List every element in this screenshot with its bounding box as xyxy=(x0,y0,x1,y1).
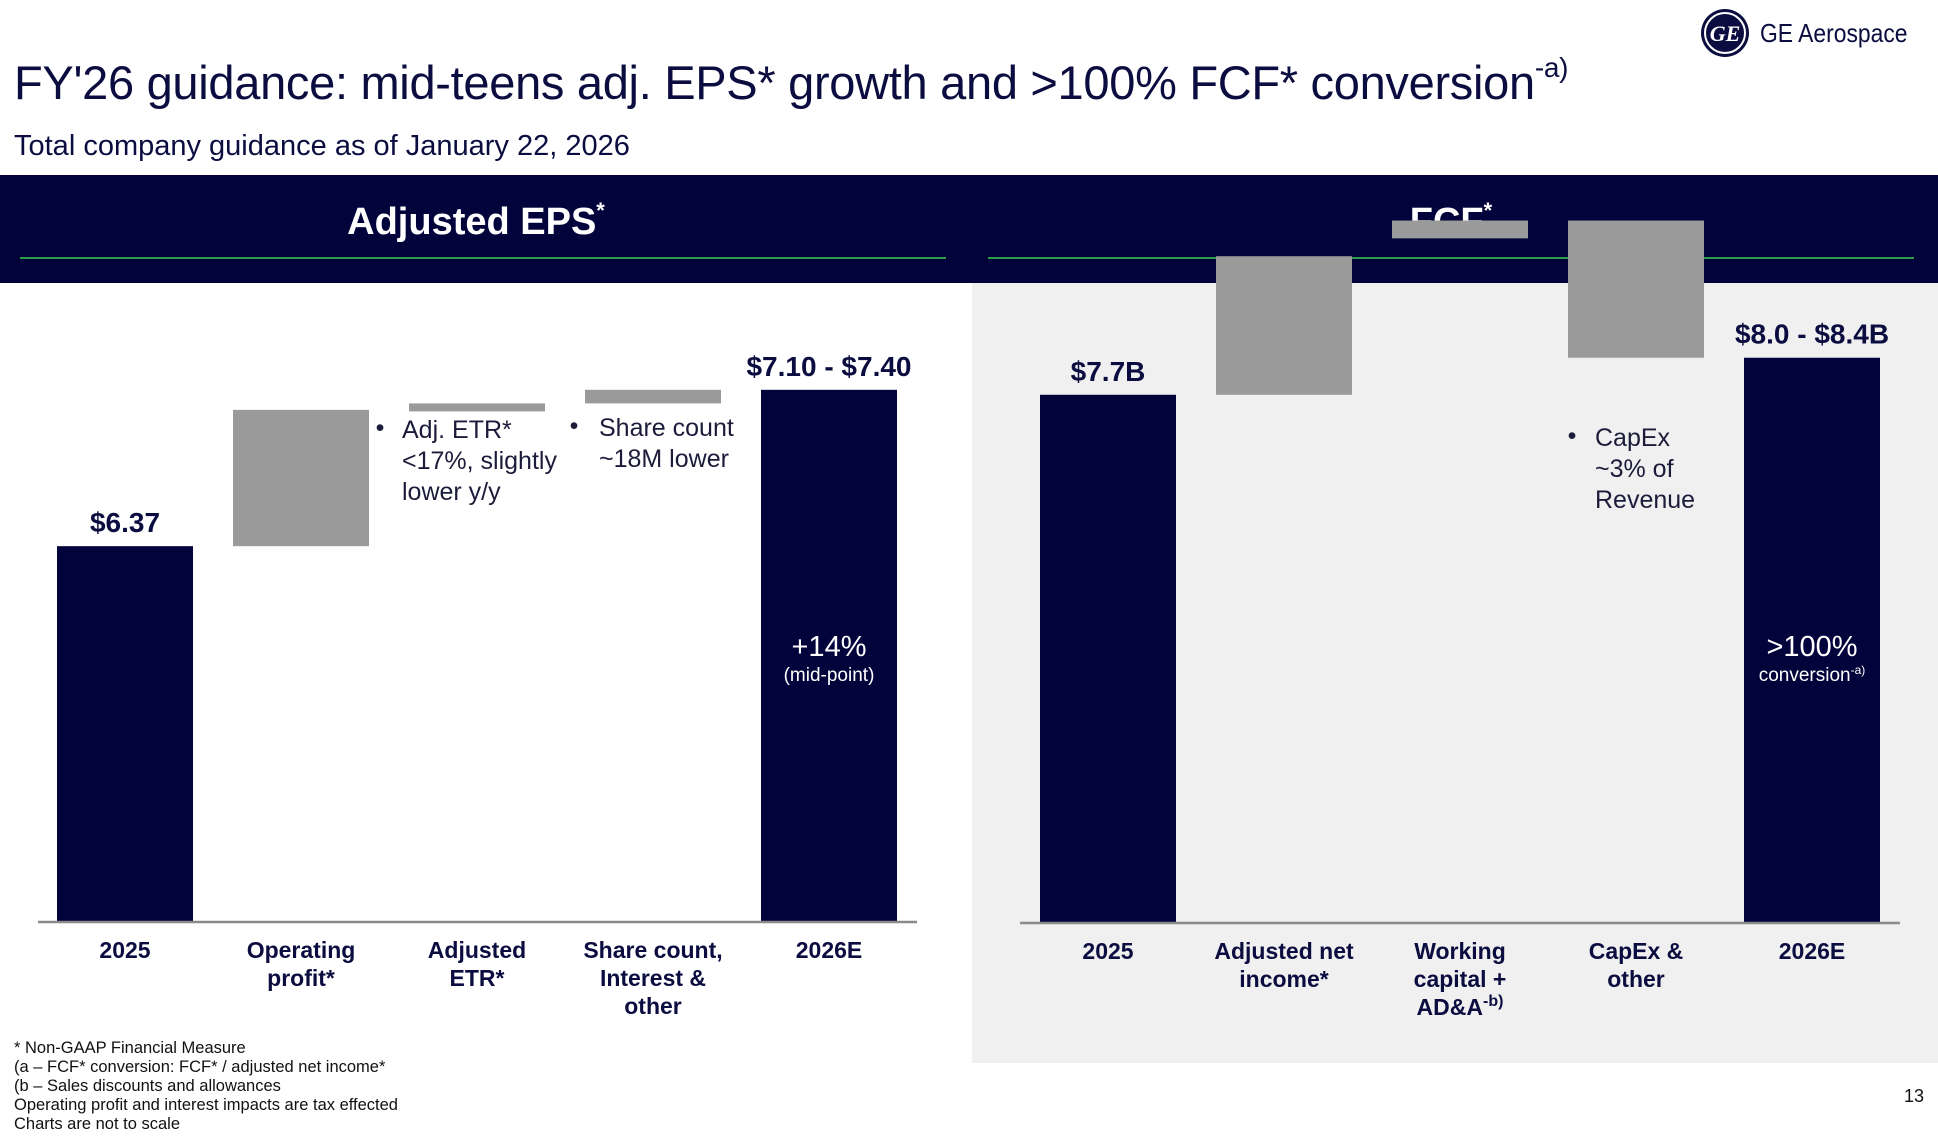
delta-bar xyxy=(409,403,545,412)
in-bar-sup: -a) xyxy=(1851,663,1866,677)
title-footnote-marker: -a) xyxy=(1534,52,1569,83)
x-tick-label: Share count, Interest & other xyxy=(583,937,722,1019)
fcf-title-rule xyxy=(988,257,1914,259)
bar-value-label: $7.7B xyxy=(1071,356,1146,387)
bar-value-label: $7.10 - $7.40 xyxy=(746,351,911,382)
footnote: (b – Sales discounts and allowances xyxy=(14,1077,281,1095)
x-tick-label: CapEx & other xyxy=(1589,938,1684,992)
page-number: 13 xyxy=(1903,1086,1924,1106)
x-tick-label: Working capital + AD&A-b) xyxy=(1414,938,1507,1020)
x-tick-label: 2026E xyxy=(1779,938,1846,964)
page-subtitle: Total company guidance as of January 22,… xyxy=(14,130,630,162)
annotation-note: Share count ~18M lower xyxy=(599,414,734,473)
bar-value-label: $6.37 xyxy=(90,507,160,538)
total-bar xyxy=(1040,394,1176,923)
fcf-waterfall-chart: $7.7B $8.0 - $8.4B >100%conversion-a) 2025 A… xyxy=(1020,220,1900,1020)
bar-value-label: $8.0 - $8.4B xyxy=(1735,319,1889,350)
ge-monogram-icon: GE xyxy=(1701,9,1750,57)
delta-bar xyxy=(1392,220,1528,239)
in-bar-headline: >100% xyxy=(1766,631,1857,663)
x-tick-sup: -b) xyxy=(1483,993,1503,1010)
total-bar xyxy=(1744,357,1880,924)
eps-section-title: Adjusted EPS* xyxy=(347,198,605,243)
in-bar-subtext: (mid-point) xyxy=(784,665,875,686)
footnotes: * Non-GAAP Financial Measure (a – FCF* c… xyxy=(14,1039,398,1134)
page-title: FY'26 guidance: mid-teens adj. EPS* grow… xyxy=(14,52,1569,109)
total-bar xyxy=(57,546,193,922)
footnote: Charts are not to scale xyxy=(14,1115,180,1133)
total-bar xyxy=(761,389,897,922)
ge-monogram-text: GE xyxy=(1710,21,1741,46)
delta-bar xyxy=(1568,220,1704,358)
logo-text: GE Aerospace xyxy=(1760,17,1908,48)
annotation-note: Adj. ETR* <17%, slightly lower y/y xyxy=(402,416,557,506)
note-bullet: • xyxy=(1568,422,1577,450)
x-tick-label: 2026E xyxy=(796,937,863,963)
in-bar-subtext: conversion-a) xyxy=(1759,663,1866,686)
eps-waterfall-chart: $6.37 $7.10 - $7.40 +14%(mid-point) 2025 Ope… xyxy=(38,351,917,1019)
x-tick-label: 2025 xyxy=(99,937,150,963)
x-tick-label: 2025 xyxy=(1082,938,1133,964)
in-bar-headline: +14% xyxy=(792,631,867,663)
x-tick-label: Adjusted net income* xyxy=(1214,938,1354,992)
note-bullet: • xyxy=(570,412,579,440)
delta-bar xyxy=(1216,256,1352,395)
ge-aerospace-logo: GE GE Aerospace xyxy=(1700,8,1928,58)
note-bullet: • xyxy=(376,414,385,442)
delta-bar xyxy=(585,389,721,404)
x-tick-label: Adjusted ETR* xyxy=(428,937,526,991)
delta-bar xyxy=(233,409,369,547)
x-tick-label: Operating profit* xyxy=(247,937,356,991)
footnote: (a – FCF* conversion: FCF* / adjusted ne… xyxy=(14,1058,386,1076)
footnote: Operating profit and interest impacts ar… xyxy=(14,1096,398,1114)
footnote: * Non-GAAP Financial Measure xyxy=(14,1039,246,1057)
eps-title-rule xyxy=(20,257,946,259)
annotation-note: CapEx ~3% of Revenue xyxy=(1595,424,1695,514)
